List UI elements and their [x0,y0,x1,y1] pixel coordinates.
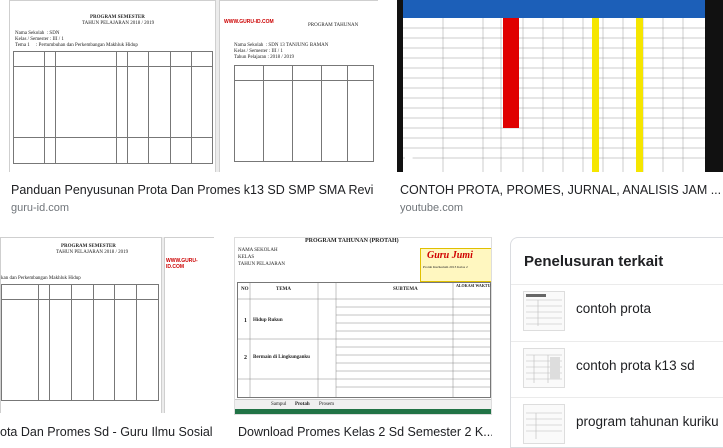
result-title-1[interactable]: Panduan Penyusunan Prota Dan Promes k13 … [11,183,373,197]
thumb-heading-2: PROGRAM TAHUNAN [308,23,359,28]
sheet-tab-protah[interactable]: Protah [295,402,310,407]
result-card-1[interactable]: PROGRAM SEMESTER TAHUN PELAJARAN 2018 / … [0,0,378,215]
thumb-heading: PROGRAM SEMESTER [90,15,145,20]
related-thumb-1 [523,291,565,331]
result-thumbnail-1[interactable]: PROGRAM SEMESTER TAHUN PELAJARAN 2018 / … [9,0,378,172]
thumb-watermark-3: WWW.GURU-ID.COM [166,258,198,270]
thumb-table-left [13,51,214,164]
thumb-subheading: TAHUN PELAJARAN 2018 / 2019 [82,21,155,26]
related-item-3[interactable]: program tahunan kuriku [511,397,723,448]
related-thumb-3 [523,404,565,444]
spreadsheet-frame [403,0,705,172]
result-card-4[interactable]: PROGRAM TAHUNAN (PROTAH) NAMA SEKOLAH KE… [234,237,492,446]
result-card-3[interactable]: PROGRAM SEMESTER TAHUN PELAJARAN 2018 / … [0,237,214,446]
result-title-4[interactable]: Download Promes Kelas 2 Sd Semester 2 K.… [238,425,492,439]
thumb-heading-4: PROGRAM TAHUNAN (PROTAH) [305,238,399,244]
result-source-1: guru-id.com [11,202,70,214]
col-subtema: SUBTEMA [393,287,418,292]
result-thumbnail-3[interactable]: PROGRAM SEMESTER TAHUN PELAJARAN 2018 / … [0,237,214,413]
thumb-table-right [234,65,374,162]
result-thumbnail-2[interactable] [397,0,723,172]
sheet-tabs-bar: Sampul Protah Prosem [235,399,491,410]
thumb-document-right: WWW.GURU-ID.COM PROGRAM TAHUNAN Nama Sek… [219,0,378,172]
row-bermain: Bermain di Lingkunganku [253,355,310,360]
row-hidup-rukun: Hidup Rukun [253,318,283,323]
thumb-document-left: PROGRAM SEMESTER TAHUN PELAJARAN 2018 / … [9,0,216,172]
guru-jumi-badge: Guru Jumi Protah Kurikulum 2013 Kelas 2 [420,248,491,282]
thumb-watermark: WWW.GURU-ID.COM [224,19,274,25]
yellow-column [592,18,599,172]
thumb-heading-3: PROGRAM SEMESTER [61,244,116,249]
thumb-document-right-3: WWW.GURU-ID.COM [164,237,214,413]
col-no: NO [241,287,249,292]
thumb-table-3 [1,284,159,401]
related-thumb-2 [523,348,565,388]
result-thumbnail-4[interactable]: PROGRAM TAHUNAN (PROTAH) NAMA SEKOLAH KE… [234,237,492,415]
related-item-2[interactable]: contoh prota k13 sd [511,341,723,392]
related-searches-panel: Penelusuran terkait contoh prota contoh … [510,237,723,448]
table-lines [238,283,490,397]
result-card-2[interactable]: CONTOH PROTA, PROMES, JURNAL, ANALISIS J… [397,0,723,215]
sheet-green-bar [235,409,491,414]
spreadsheet-header [403,0,705,18]
badge-sub: Protah Kurikulum 2013 Kelas 2 [423,265,468,269]
result-title-3[interactable]: ota Dan Promes Sd - Guru Ilmu Sosial [0,425,212,439]
related-item-1[interactable]: contoh prota [511,284,723,335]
result-title-2[interactable]: CONTOH PROTA, PROMES, JURNAL, ANALISIS J… [400,183,720,197]
sheet-tab-prosem[interactable]: Prosem [319,402,334,407]
play-icon[interactable] [405,153,413,163]
thumb-table-4: NO TEMA SUBTEMA ALOKASI WAKTU 1 Hidup Ru… [237,282,491,398]
thumb-document-left-3: PROGRAM SEMESTER TAHUN PELAJARAN 2018 / … [0,237,162,413]
sheet-tab-sampul[interactable]: Sampul [271,402,287,407]
col-tema: TEMA [276,287,291,292]
spreadsheet-grid [403,18,705,172]
result-source-2: youtube.com [400,202,463,214]
yellow-column-2 [636,18,643,172]
related-searches-title: Penelusuran terkait [524,253,664,270]
col-alokasi: ALOKASI WAKTU [456,283,491,288]
related-label-3[interactable]: program tahunan kuriku [576,414,719,429]
thumb-subheading-3: TAHUN PELAJARAN 2018 / 2019 [56,250,129,255]
related-label-2[interactable]: contoh prota k13 sd [576,358,695,373]
badge-title: Guru Jumi [427,250,473,261]
red-column [503,18,519,128]
related-label-1[interactable]: contoh prota [576,301,652,316]
